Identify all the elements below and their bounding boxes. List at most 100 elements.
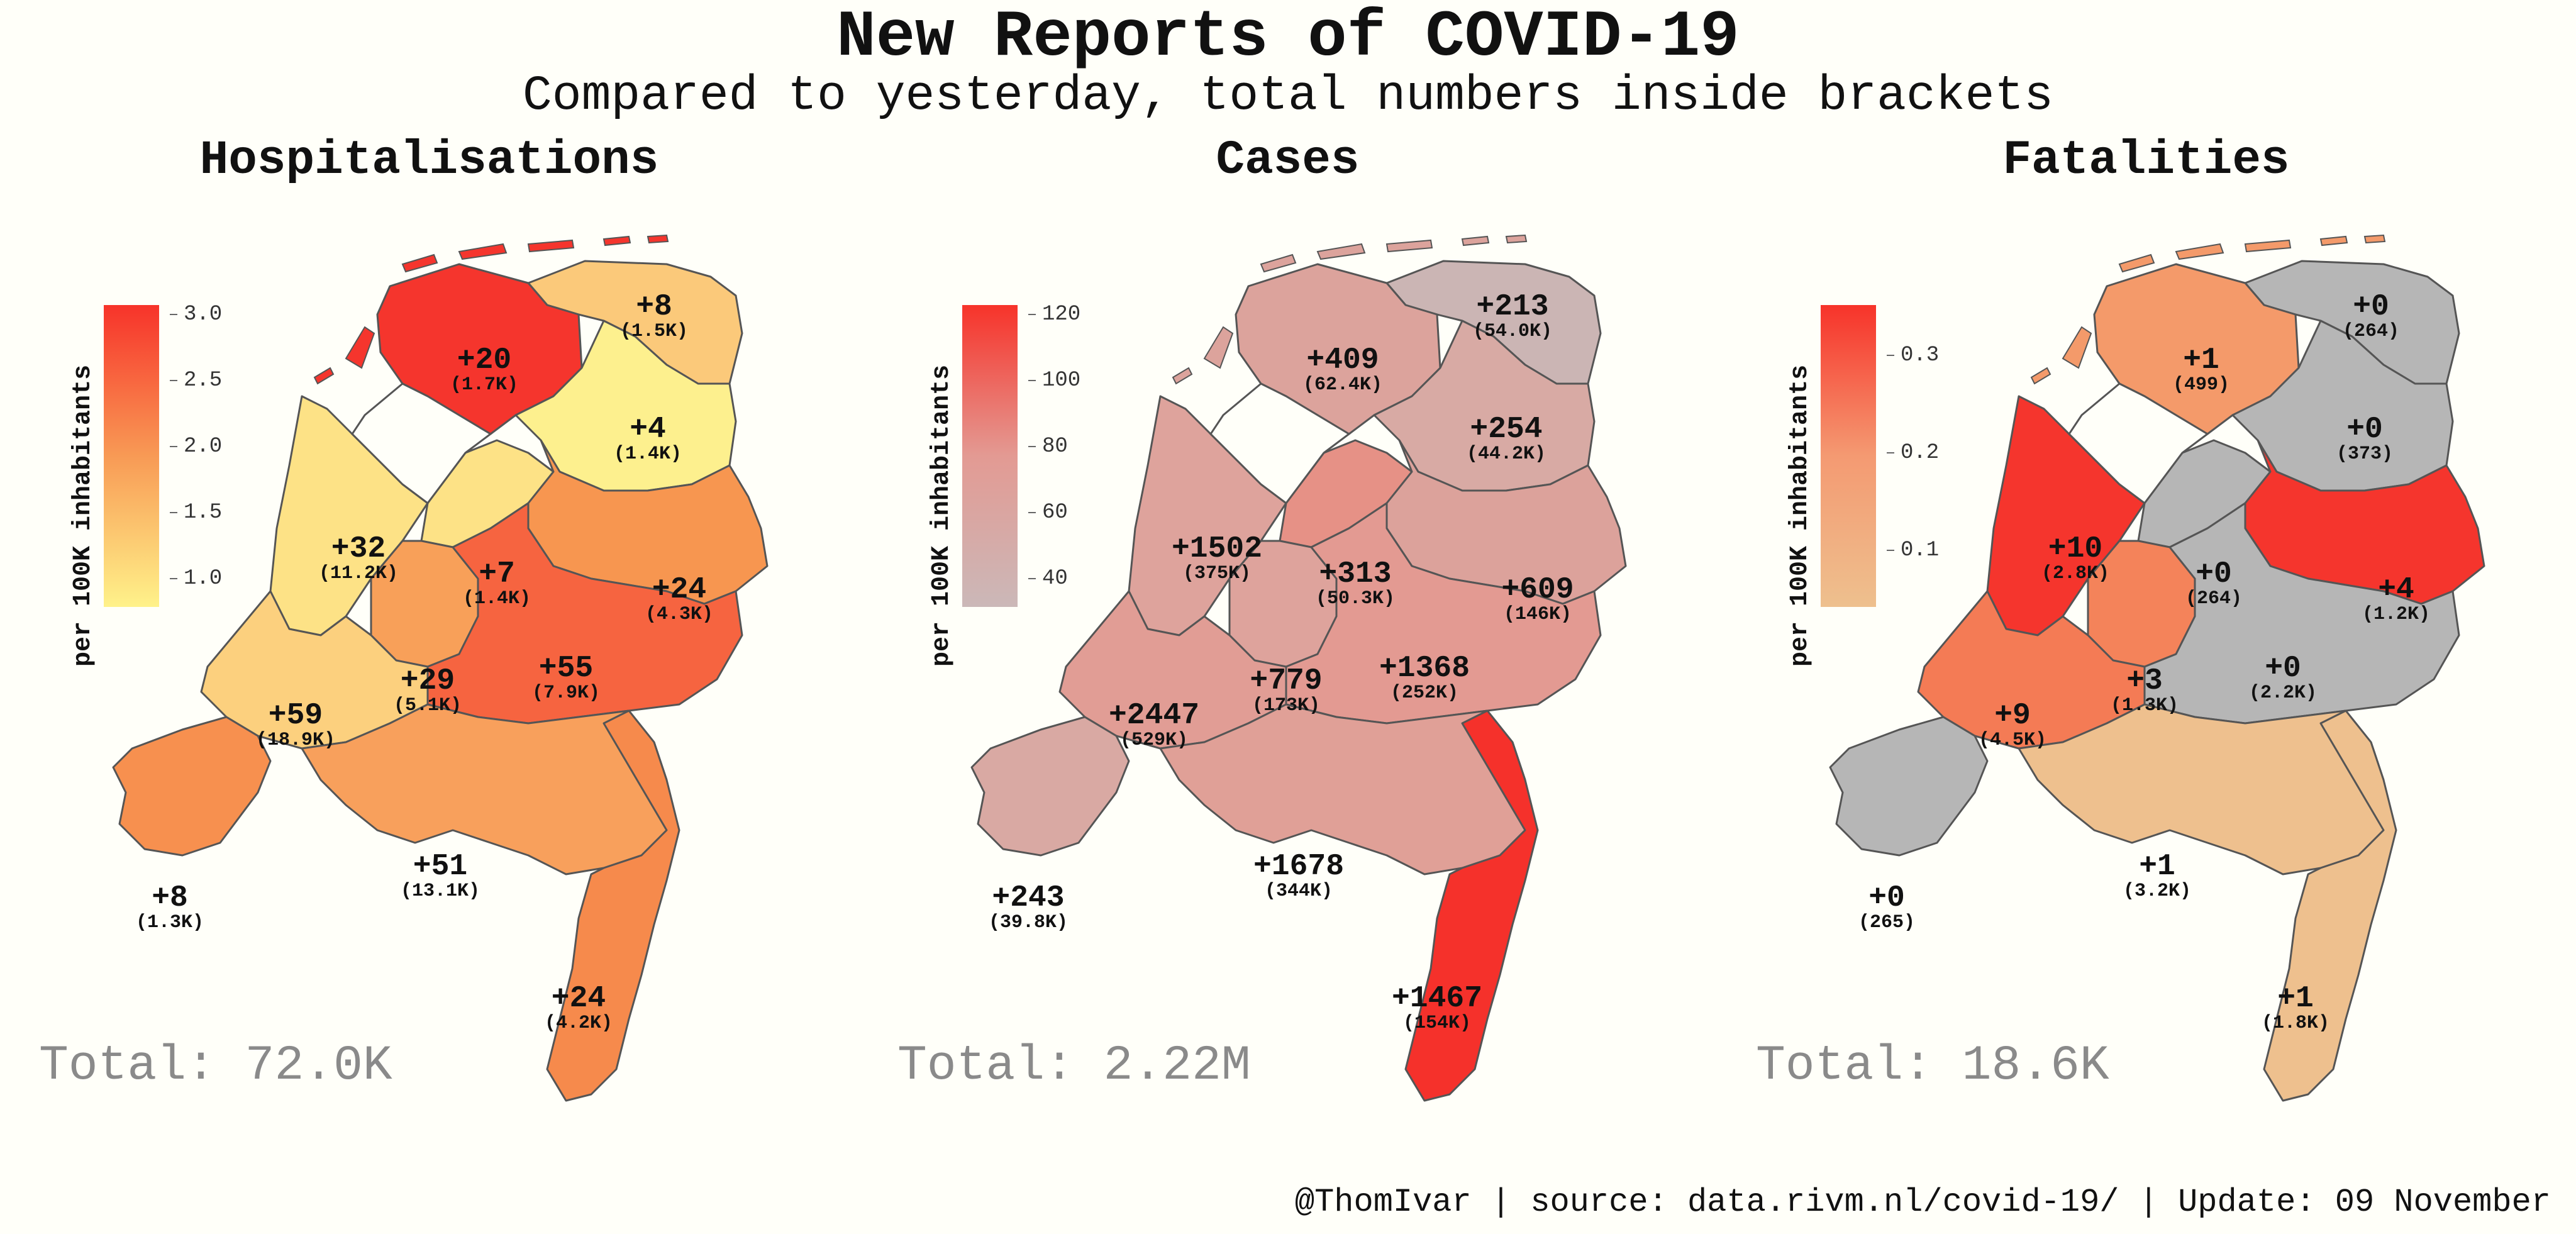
legend-tick-cases: 40 [1028,567,1068,591]
region-total-groningen: (264) [2343,321,2399,342]
region-total-noord-holland: (2.8K) [2041,563,2109,584]
wadden-island [2319,235,2348,247]
region-delta-overijssel: +4 [2378,573,2414,607]
region-total-friesland: (499) [2173,374,2229,396]
region-delta-limburg: +24 [552,982,606,1016]
wadden-island [1385,239,1433,253]
region-total-utrecht: (173K) [1252,695,1320,716]
legend-colorbar-hospitalisations [104,305,159,607]
wadden-island [401,253,438,273]
legend-tick-cases: 120 [1028,303,1081,326]
region-total-zeeland: (1.3K) [136,912,204,933]
wadden-island [1172,367,1193,385]
province-gelderland[interactable] [1285,502,1602,725]
wadden-island [647,234,669,244]
region-total-noord-holland: (375K) [1183,563,1251,584]
region-total-overijssel: (4.3K) [645,604,713,625]
legend-title-cases: per 100K inhabitants [928,364,956,667]
region-delta-utrecht: +3 [2126,664,2163,698]
region-total-utrecht: (1.3K) [2111,695,2179,716]
province-limburg[interactable] [2263,709,2397,1102]
panel-title-hospitalisations: Hospitalisations [199,133,659,187]
province-zeeland[interactable] [112,716,272,857]
total-label-hospitalisations: Total: 72.0K [39,1038,392,1094]
legend-colorbar-fatalities [1821,305,1876,607]
province-limburg[interactable] [1404,709,1539,1102]
region-total-overijssel: (146K) [1504,604,1572,625]
legend-title-hospitalisations: per 100K inhabitants [69,364,97,667]
wadden-island [602,235,631,247]
region-delta-flevoland: +313 [1319,557,1391,591]
region-delta-noord-brabant: +51 [413,850,467,884]
region-delta-friesland: +1 [2183,343,2219,377]
region-delta-zuid-holland: +9 [1994,699,2031,733]
wadden-island [527,239,575,253]
region-delta-overijssel: +609 [1501,573,1574,607]
region-delta-zuid-holland: +59 [269,699,323,733]
region-total-zuid-holland: (18.9K) [256,730,335,751]
region-delta-noord-holland: +1502 [1172,532,1262,566]
total-label-cases: Total: 2.22M [897,1038,1251,1094]
region-total-zeeland: (39.8K) [989,912,1068,933]
wadden-island [2244,239,2292,253]
region-delta-gelderland: +0 [2265,652,2301,686]
legend-tick-hospitalisations: 3.0 [169,303,223,326]
wadden-island [2175,243,2224,260]
wadden-island [458,243,508,260]
region-delta-flevoland: +0 [2196,557,2232,591]
region-total-zuid-holland: (4.5K) [1979,730,2046,751]
wadden-island [313,367,335,385]
province-zeeland[interactable] [970,716,1130,857]
region-total-groningen: (54.0K) [1473,321,1552,342]
wadden-island [1316,243,1366,260]
wadden-island [1260,253,1297,273]
region-total-zuid-holland: (529K) [1120,730,1188,751]
legend-tick-fatalities: 0.3 [1886,343,1940,367]
ijsselmeer-lake [2068,382,2209,505]
region-delta-groningen: +213 [1476,290,1548,324]
ijsselmeer-lake [351,382,492,505]
region-total-flevoland: (1.4K) [463,588,531,609]
wadden-island [2363,234,2386,244]
region-total-flevoland: (50.3K) [1316,588,1395,609]
region-total-noord-brabant: (3.2K) [2123,881,2191,902]
region-total-noord-brabant: (344K) [1265,881,1333,902]
region-delta-noord-brabant: +1 [2139,850,2175,884]
region-delta-utrecht: +29 [401,664,455,698]
region-delta-noord-brabant: +1678 [1253,850,1344,884]
region-delta-drenthe: +254 [1470,413,1542,447]
region-total-groningen: (1.5K) [620,321,688,342]
page-subtitle: Compared to yesterday, total numbers ins… [523,69,2053,124]
region-total-drenthe: (373) [2336,443,2393,465]
region-total-overijssel: (1.2K) [2362,604,2430,625]
region-delta-groningen: +8 [636,290,672,324]
ijsselmeer-lake [1209,382,1351,505]
region-delta-utrecht: +779 [1250,664,1322,698]
legend-tick-hospitalisations: 2.0 [169,435,223,459]
legend-tick-hospitalisations: 1.0 [169,567,223,591]
wadden-island [1505,234,1528,244]
region-delta-flevoland: +7 [479,557,515,591]
panel-title-fatalities: Fatalities [2002,133,2290,187]
legend-tick-hospitalisations: 2.5 [169,369,223,392]
region-total-limburg: (1.8K) [2262,1013,2329,1034]
province-gelderland[interactable] [426,502,743,725]
source-footer: @ThomIvar | source: data.rivm.nl/covid-1… [1294,1184,2551,1221]
province-limburg[interactable] [546,709,680,1102]
region-delta-zeeland: +0 [1868,881,1905,915]
region-total-noord-holland: (11.2K) [319,563,398,584]
region-total-friesland: (62.4K) [1303,374,1382,396]
region-delta-noord-holland: +10 [2048,532,2102,566]
region-total-flevoland: (264) [2185,588,2242,609]
region-total-gelderland: (252K) [1391,682,1458,704]
province-zeeland[interactable] [1829,716,1989,857]
wadden-island [345,326,375,369]
region-delta-friesland: +409 [1306,343,1379,377]
region-delta-zeeland: +8 [152,881,188,915]
wadden-island [1461,235,1490,247]
region-delta-limburg: +1467 [1392,982,1482,1016]
page-title: New Reports of COVID-19 [836,1,1740,75]
province-gelderland[interactable] [2143,502,2460,725]
region-delta-drenthe: +0 [2346,413,2383,447]
region-total-drenthe: (44.2K) [1467,443,1546,465]
